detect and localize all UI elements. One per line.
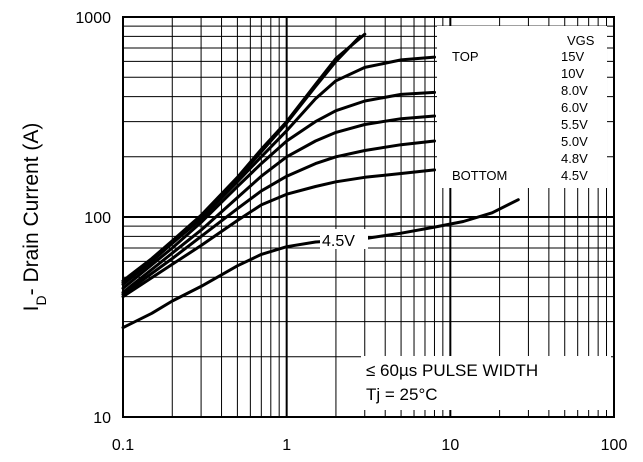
legend-entry: 5.5V <box>561 117 588 132</box>
y-tick-label: 10 <box>93 410 111 427</box>
y-tick-label: 1000 <box>75 10 111 27</box>
x-tick-label: 10 <box>441 437 459 454</box>
series-layer <box>121 32 520 330</box>
series-line-8-0v <box>121 55 436 285</box>
inline-series-label: 4.5V <box>322 233 355 250</box>
y-axis-label: ID- Drain Current (A) <box>20 123 49 312</box>
x-tick-label: 0.1 <box>112 437 134 454</box>
legend-entry: 15V <box>561 49 584 64</box>
series-line-6-0v <box>121 90 436 290</box>
series-line-5-0v <box>121 139 436 296</box>
y-axis-label-main: I <box>20 305 43 311</box>
legend-header: VGS <box>567 33 595 48</box>
legend-background <box>437 26 607 188</box>
annotation-temperature: Tj = 25°C <box>366 385 438 404</box>
x-tick-label: 1 <box>282 437 291 454</box>
x-tick-label: 100 <box>601 437 628 454</box>
legend-entry: 5.0V <box>561 134 588 149</box>
legend-entry: 4.5V <box>561 168 588 183</box>
y-axis-label-sub: D <box>33 295 49 305</box>
annotation-background <box>361 356 611 410</box>
y-tick-label: 100 <box>84 210 111 227</box>
y-axis-label-rest: - Drain Current (A) <box>20 123 43 296</box>
series-line-4-5v <box>121 198 520 330</box>
legend-top-label: TOP <box>452 49 479 64</box>
legend-entry: 4.8V <box>561 151 588 166</box>
legend: VGS TOP BOTTOM 15V 10V 8.0V 6.0V 5.5V 5.0V 4.8… <box>452 33 595 183</box>
tick-labels: 0.1 1 10 100 10 100 1000 <box>75 10 627 454</box>
inline-label-background <box>320 229 368 249</box>
series-line-5-5v <box>121 114 436 294</box>
legend-bottom-label: BOTTOM <box>452 168 507 183</box>
plot-frame <box>122 16 615 418</box>
annotation-pulse-width: ≤ 60µs PULSE WIDTH <box>366 361 538 380</box>
series-line-4-8v <box>121 168 436 299</box>
legend-entry: 6.0V <box>561 100 588 115</box>
legend-entry: 8.0V <box>561 83 588 98</box>
legend-entry: 10V <box>561 66 584 81</box>
